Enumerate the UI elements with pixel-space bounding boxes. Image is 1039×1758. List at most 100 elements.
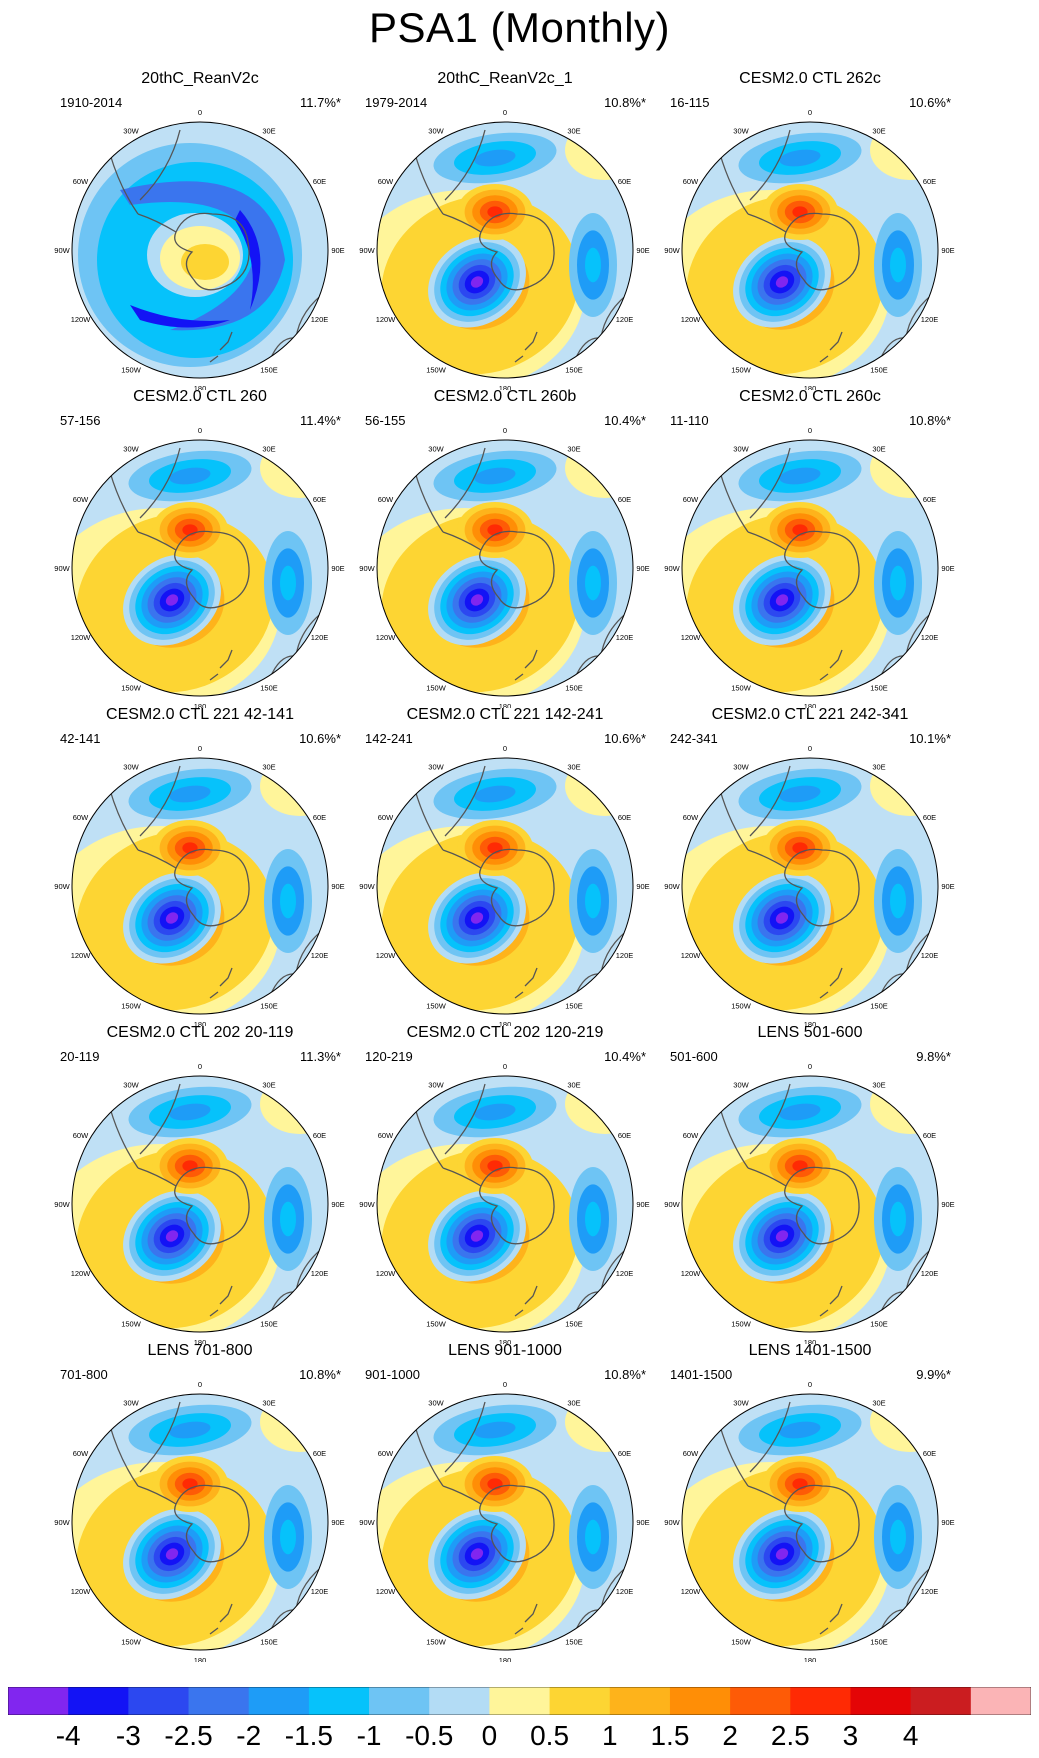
anomaly-negative	[779, 1421, 821, 1439]
polar-map: 0 30E 60E 90E 120E 150E 180 150W 120W 90W 60W 30W	[54, 1062, 344, 1344]
anomaly-negative	[169, 467, 211, 485]
longitude-label: 60W	[73, 495, 89, 504]
longitude-label: 180	[499, 1020, 512, 1026]
peninsula-coastline	[442, 531, 482, 551]
antarctica-coastline	[784, 212, 860, 291]
peninsula-coastline	[442, 1485, 482, 1505]
longitude-label: 0	[198, 1062, 202, 1071]
longitude-label: 60W	[683, 813, 699, 822]
antarctica-coastline	[784, 1484, 860, 1563]
map-panel: 0 30E 60E 90E 120E 150E 180 150W 120W 90W 60W 30W CE…	[350, 706, 660, 1026]
longitude-label: 30E	[872, 1398, 885, 1407]
longitude-label: 0	[503, 1062, 507, 1071]
longitude-label: 150E	[565, 1638, 583, 1647]
longitude-label: 60W	[378, 177, 394, 186]
longitude-label: 60W	[378, 1449, 394, 1458]
map-panel: 0 30E 60E 90E 120E 150E 180 150W 120W 90W 60W 30W LE…	[45, 1342, 355, 1662]
panel-title: CESM2.0 CTL 260b	[433, 388, 577, 405]
colorbar-swatch	[369, 1687, 430, 1715]
longitude-label: 120E	[311, 315, 329, 324]
longitude-label: 90E	[331, 1518, 344, 1527]
longitude-label: 90E	[636, 1200, 649, 1209]
longitude-label: 60E	[923, 1449, 936, 1458]
panel-variance-explained: 10.8%*	[604, 1367, 646, 1382]
anomaly-negative	[169, 1421, 211, 1439]
longitude-label: 180	[194, 1338, 207, 1344]
polar-map: 0 30E 60E 90E 120E 150E 180 150W 120W 90W 60W 30W	[359, 108, 649, 390]
longitude-label: 30W	[123, 1080, 139, 1089]
longitude-label: 150E	[565, 1002, 583, 1011]
longitude-label: 150W	[426, 1320, 447, 1329]
anomaly-negative	[775, 1548, 789, 1560]
colorbar-tick-label: 1.5	[650, 1720, 690, 1751]
longitude-label: 120W	[71, 315, 92, 324]
longitude-label: 0	[808, 108, 812, 117]
anomaly-negative	[585, 565, 601, 601]
panel-period: 57-156	[60, 413, 101, 428]
longitude-label: 30W	[733, 126, 749, 135]
longitude-label: 90E	[941, 1200, 954, 1209]
new-zealand-coastline	[819, 967, 843, 999]
longitude-label: 90W	[359, 246, 375, 255]
anomaly-negative	[775, 912, 789, 924]
longitude-label: 180	[194, 1656, 207, 1662]
colorbar-tick-label: -1	[356, 1720, 382, 1751]
antarctica-coastline	[479, 1484, 555, 1563]
longitude-label: 180	[194, 1020, 207, 1026]
colorbar-tick-label: 1	[601, 1720, 618, 1751]
panel-title: CESM2.0 CTL 221 142-241	[406, 706, 604, 723]
colorbar-tick-label: 0	[481, 1720, 498, 1751]
new-zealand-coastline	[514, 1603, 538, 1635]
map-boundary	[681, 439, 939, 697]
anomaly-negative	[470, 594, 484, 606]
longitude-label: 60W	[683, 1449, 699, 1458]
colorbar-tick-label: 0.5	[530, 1720, 570, 1751]
longitude-label: 60W	[378, 495, 394, 504]
longitude-label: 180	[804, 1020, 817, 1026]
anomaly-negative	[779, 467, 821, 485]
anomaly-negative	[779, 785, 821, 803]
longitude-label: 60E	[923, 177, 936, 186]
longitude-label: 90E	[941, 1518, 954, 1527]
map-boundary	[71, 439, 329, 697]
antarctica-coastline	[784, 530, 860, 609]
colorbar-swatch	[910, 1687, 972, 1715]
longitude-label: 30E	[872, 126, 885, 135]
anomaly-negative	[130, 305, 230, 328]
longitude-label: 90E	[331, 1200, 344, 1209]
longitude-label: 180	[194, 702, 207, 708]
longitude-label: 180	[194, 384, 207, 390]
longitude-label: 150W	[121, 1002, 142, 1011]
south-america-coastline	[139, 1401, 181, 1473]
colorbar-tick-label: 2.5	[770, 1720, 810, 1751]
panel-period: 701-800	[60, 1367, 108, 1382]
antarctica-coastline	[174, 212, 250, 291]
longitude-label: 150W	[426, 684, 447, 693]
longitude-label: 90E	[331, 882, 344, 891]
longitude-label: 90E	[636, 1518, 649, 1527]
longitude-label: 90W	[664, 1200, 680, 1209]
longitude-label: 180	[804, 702, 817, 708]
longitude-label: 30E	[872, 444, 885, 453]
anomaly-negative	[585, 883, 601, 919]
colorbar-labels: -4 -3 -2.5 -2 -1.5 -1 -0.5 0 0.5 1 1.5 2 2.5 3 4	[0, 1720, 1039, 1756]
longitude-label: 150E	[870, 1638, 888, 1647]
panel-variance-explained: 10.4%*	[604, 1049, 646, 1064]
south-america-coastline	[749, 1401, 791, 1473]
longitude-label: 90E	[941, 564, 954, 573]
longitude-label: 150W	[731, 1320, 752, 1329]
anomaly-negative	[779, 149, 821, 167]
anomaly-negative	[775, 594, 789, 606]
anomaly-negative	[890, 247, 906, 283]
panel-title: LENS 701-800	[147, 1342, 253, 1359]
longitude-label: 0	[808, 1380, 812, 1389]
new-zealand-coastline	[209, 331, 233, 363]
polar-map: 0 30E 60E 90E 120E 150E 180 150W 120W 90W 60W 30W	[664, 108, 954, 390]
colorbar-swatch	[429, 1687, 490, 1715]
longitude-label: 90W	[359, 564, 375, 573]
longitude-label: 30E	[262, 444, 275, 453]
longitude-label: 180	[804, 1338, 817, 1344]
panel-variance-explained: 10.6%*	[299, 731, 341, 746]
longitude-label: 90E	[331, 246, 344, 255]
new-zealand-coastline	[209, 649, 233, 681]
